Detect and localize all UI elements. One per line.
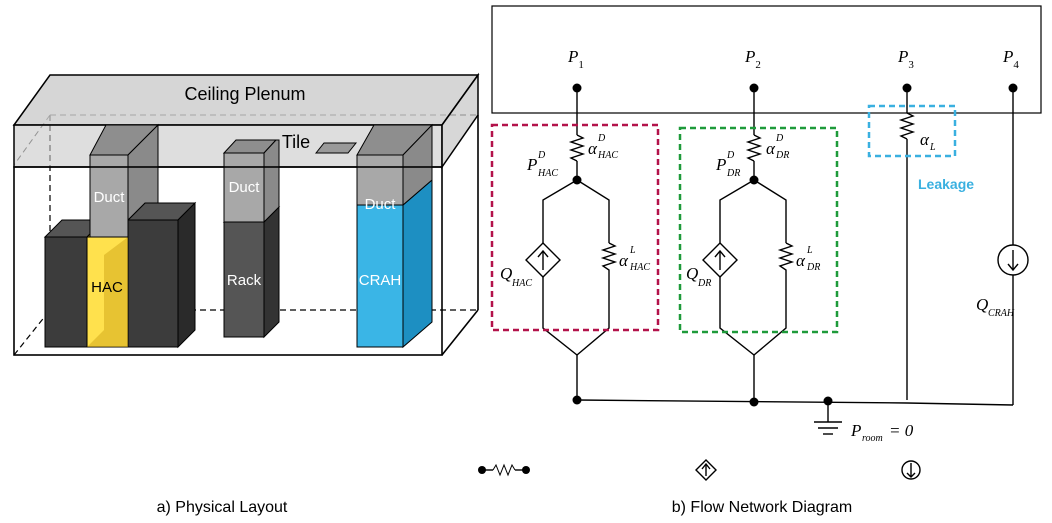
label-p-dr-d-sup: D bbox=[726, 150, 735, 161]
hac-duct-label: Duct bbox=[94, 189, 126, 206]
hac-group-box bbox=[490, 123, 660, 332]
ceiling-plenum-label: Ceiling Plenum bbox=[184, 84, 305, 104]
dr-group-box bbox=[678, 126, 839, 334]
label-p2: P2 bbox=[744, 47, 761, 71]
label-alpha-hac-d-sub: HAC bbox=[597, 150, 618, 161]
hac-containment bbox=[86, 236, 129, 348]
label-q-crah: Q bbox=[976, 295, 988, 314]
leakage-label: Leakage bbox=[918, 176, 974, 192]
node-bottom-1 bbox=[572, 395, 582, 405]
physical-layout: Ceiling Plenum Tile HAC Duct Rack Duct bbox=[12, 72, 480, 516]
label-alpha-dr-l-sup: L bbox=[806, 245, 813, 256]
label-alpha-hac-d: α bbox=[588, 139, 598, 158]
label-p4: P4 bbox=[1002, 47, 1019, 71]
rack-middle bbox=[223, 221, 265, 338]
node-dr-duct bbox=[749, 175, 759, 185]
crah-unit bbox=[356, 204, 404, 348]
label-alpha-dr-d-sup: D bbox=[775, 133, 784, 144]
rack-duct-label: Duct bbox=[229, 179, 261, 196]
node-p3 bbox=[902, 83, 912, 93]
label-alpha-l-sub: L bbox=[929, 142, 936, 153]
leak-group-box bbox=[867, 104, 957, 158]
crah-duct-label: Duct bbox=[365, 196, 397, 213]
label-p3: P3 bbox=[897, 47, 914, 71]
label-p1: P1 bbox=[567, 47, 584, 71]
label-p-room-eq: = 0 bbox=[889, 421, 914, 440]
plenum-box bbox=[491, 5, 1042, 114]
label-q-crah-sub: CRAH bbox=[988, 308, 1015, 319]
label-alpha-dr-l-sub: DR bbox=[806, 262, 820, 273]
label-q-hac-sub: HAC bbox=[511, 278, 532, 289]
label-q-hac: Q bbox=[500, 264, 512, 283]
label-q-dr-sub: DR bbox=[697, 278, 711, 289]
network-caption: b) Flow Network Diagram bbox=[672, 499, 852, 516]
node-bottom-2 bbox=[749, 397, 759, 407]
crah-duct bbox=[356, 154, 404, 206]
label-p-room: P bbox=[850, 421, 861, 440]
rack-label: Rack bbox=[227, 272, 262, 289]
node-bottom-3 bbox=[823, 396, 833, 406]
label-alpha-hac-d-sup: D bbox=[597, 133, 606, 144]
label-alpha-dr-d: α bbox=[766, 139, 776, 158]
label-p-hac-d-sup: D bbox=[537, 150, 546, 161]
label-alpha-dr-d-sub: DR bbox=[775, 150, 789, 161]
node-hac-duct bbox=[572, 175, 582, 185]
label-alpha-hac-l-sub: HAC bbox=[629, 262, 650, 273]
node-p2 bbox=[749, 83, 759, 93]
hac-label: HAC bbox=[91, 279, 123, 296]
node-p1 bbox=[572, 83, 582, 93]
room-outline bbox=[13, 166, 443, 356]
dr-flow-source bbox=[702, 242, 738, 278]
flow-network bbox=[478, 5, 1042, 481]
hac-flow-source bbox=[525, 242, 561, 278]
tile bbox=[314, 142, 358, 154]
label-p-hac-d-sub: HAC bbox=[537, 168, 558, 179]
rack-left bbox=[44, 236, 88, 348]
legend-sink-icon bbox=[901, 460, 921, 480]
label-alpha-hac-l: α bbox=[619, 251, 629, 270]
hac-duct bbox=[89, 154, 129, 238]
label-alpha-l: α bbox=[920, 130, 930, 149]
node-p4 bbox=[1008, 83, 1018, 93]
label-p-room-sub: room bbox=[862, 433, 883, 444]
crah-label: CRAH bbox=[359, 272, 402, 289]
legend-resistor-icon bbox=[478, 463, 530, 477]
label-alpha-dr-l: α bbox=[796, 251, 806, 270]
legend-source-icon bbox=[695, 459, 717, 481]
rack-right bbox=[127, 219, 179, 348]
label-alpha-hac-l-sup: L bbox=[629, 245, 636, 256]
label-p-dr-d-sub: DR bbox=[726, 168, 740, 179]
tile-label: Tile bbox=[282, 132, 310, 152]
label-p-dr-d: P bbox=[715, 155, 726, 174]
label-p-hac-d: P bbox=[526, 155, 537, 174]
label-q-dr: Q bbox=[686, 264, 698, 283]
physical-caption: a) Physical Layout bbox=[157, 499, 288, 516]
network-labels: P1 P2 P3 P4 α D HAC P D HAC Q HAC α L HA… bbox=[500, 47, 1019, 516]
